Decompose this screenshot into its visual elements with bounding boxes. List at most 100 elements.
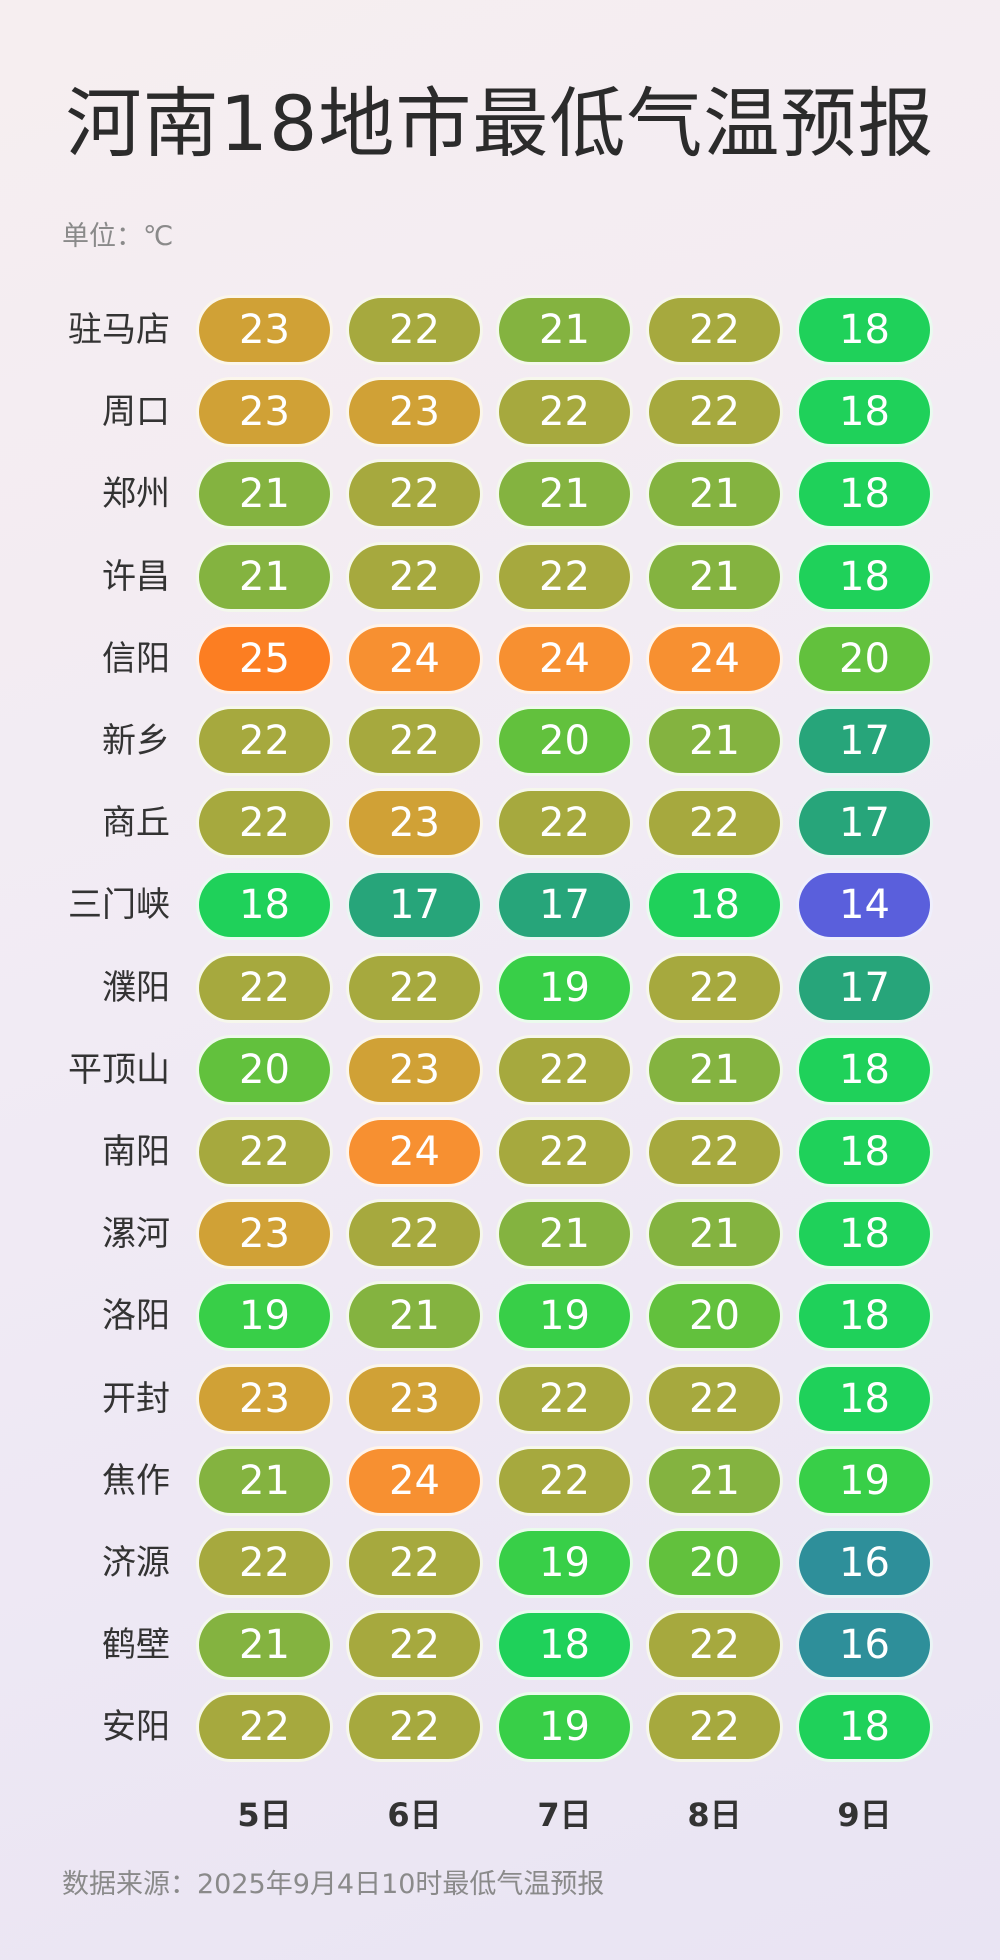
temperature-cell: 24 (346, 623, 483, 694)
temperature-cell: 22 (496, 1117, 633, 1187)
city-label: 信阳 (102, 638, 170, 679)
temperature-cell: 22 (196, 788, 333, 859)
temperature-cell: 22 (646, 1610, 783, 1681)
temperature-cell: 22 (196, 1692, 333, 1763)
city-label: 商丘 (102, 803, 170, 844)
temperature-cell: 17 (346, 870, 483, 941)
temperature-cell: 17 (496, 870, 633, 941)
temperature-cell: 22 (496, 1363, 633, 1434)
temperature-cell: 18 (646, 870, 783, 941)
temperature-cell: 21 (196, 1445, 333, 1516)
day-label: 9日 (837, 1796, 892, 1834)
temperature-cell: 19 (496, 952, 633, 1023)
temperature-cell: 23 (346, 1363, 483, 1434)
city-label: 三门峡 (68, 885, 170, 926)
city-label: 漯河 (102, 1214, 170, 1255)
temperature-cell: 20 (646, 1528, 783, 1598)
city-label: 焦作 (102, 1460, 170, 1501)
temperature-cell: 18 (796, 295, 933, 365)
temperature-cell: 18 (796, 1692, 933, 1763)
temperature-cell: 22 (646, 377, 783, 448)
temperature-cell: 23 (196, 1199, 333, 1270)
temperature-cell: 21 (646, 706, 783, 776)
city-label: 周口 (102, 392, 170, 433)
temperature-cell: 22 (346, 1692, 483, 1763)
temperature-cell: 21 (496, 459, 633, 530)
temperature-cell: 18 (796, 1281, 933, 1352)
temperature-cell: 22 (196, 1528, 333, 1598)
temperature-cell: 19 (496, 1528, 633, 1598)
temperature-cell: 23 (196, 295, 333, 365)
temperature-cell: 17 (796, 706, 933, 776)
city-label: 鹤壁 (102, 1625, 170, 1666)
temperature-cell: 20 (496, 706, 633, 776)
temperature-cell: 22 (646, 788, 783, 859)
temperature-cell: 21 (646, 1445, 783, 1516)
temperature-cell: 25 (196, 623, 333, 694)
temperature-cell: 21 (196, 1610, 333, 1681)
temperature-cell: 17 (796, 788, 933, 859)
temperature-cell: 16 (796, 1528, 933, 1598)
temperature-cell: 18 (796, 1199, 933, 1270)
temperature-cell: 22 (646, 1692, 783, 1763)
temperature-cell: 19 (196, 1281, 333, 1352)
city-label: 开封 (102, 1378, 170, 1419)
temperature-cell: 16 (796, 1610, 933, 1681)
temperature-cell: 22 (346, 541, 483, 612)
temperature-cell: 22 (196, 952, 333, 1023)
temperature-cell: 21 (646, 1034, 783, 1105)
day-label: 8日 (687, 1796, 742, 1834)
temperature-cell: 21 (496, 1199, 633, 1270)
temperature-cell: 19 (496, 1692, 633, 1763)
temperature-cell: 18 (796, 1117, 933, 1187)
temperature-cell: 22 (496, 377, 633, 448)
temperature-cell: 23 (346, 1034, 483, 1105)
temperature-cell: 18 (796, 1363, 933, 1434)
temperature-cell: 17 (796, 952, 933, 1023)
temperature-cell: 23 (196, 377, 333, 448)
temperature-cell: 21 (646, 541, 783, 612)
temperature-cell: 22 (196, 706, 333, 776)
temperature-cell: 24 (346, 1445, 483, 1516)
temperature-cell: 22 (646, 295, 783, 365)
temperature-cell: 22 (346, 1199, 483, 1270)
temperature-cell: 22 (496, 1034, 633, 1105)
city-label: 许昌 (102, 556, 170, 597)
day-label: 6日 (387, 1796, 442, 1834)
day-label: 5日 (237, 1796, 292, 1834)
temperature-cell: 18 (496, 1610, 633, 1681)
chart-title: 河南18地市最低气温预报 (65, 79, 935, 168)
temperature-cell: 21 (346, 1281, 483, 1352)
temperature-cell: 24 (346, 1117, 483, 1187)
temperature-cell: 18 (796, 459, 933, 530)
temperature-cell: 22 (346, 952, 483, 1023)
day-label: 7日 (537, 1796, 592, 1834)
temperature-cell: 22 (496, 788, 633, 859)
temperature-cell: 22 (646, 1363, 783, 1434)
temperature-cell: 22 (646, 1117, 783, 1187)
temperature-cell: 23 (346, 377, 483, 448)
temperature-cell: 22 (496, 1445, 633, 1516)
temperature-cell: 22 (496, 541, 633, 612)
temperature-cell: 14 (796, 870, 933, 941)
temperature-cell: 18 (796, 1034, 933, 1105)
temperature-cell: 22 (346, 1528, 483, 1598)
temperature-cell: 21 (496, 295, 633, 365)
unit-label: 单位：℃ (62, 221, 174, 252)
temperature-cell: 21 (646, 1199, 783, 1270)
city-label: 郑州 (102, 474, 170, 515)
city-label: 济源 (102, 1543, 170, 1583)
temperature-cell: 20 (796, 623, 933, 694)
city-label: 濮阳 (102, 967, 170, 1008)
city-label: 新乡 (102, 721, 170, 761)
data-source-note: 数据来源：2025年9月4日10时最低气温预报 (62, 1869, 605, 1900)
temperature-cell: 21 (196, 541, 333, 612)
temperature-cell: 23 (196, 1363, 333, 1434)
city-label: 平顶山 (68, 1049, 170, 1090)
city-label: 南阳 (102, 1132, 170, 1172)
temperature-cell: 22 (346, 295, 483, 365)
temperature-cell: 23 (346, 788, 483, 859)
city-label: 洛阳 (102, 1296, 170, 1337)
temperature-cell: 18 (196, 870, 333, 941)
temperature-cell: 19 (796, 1445, 933, 1516)
